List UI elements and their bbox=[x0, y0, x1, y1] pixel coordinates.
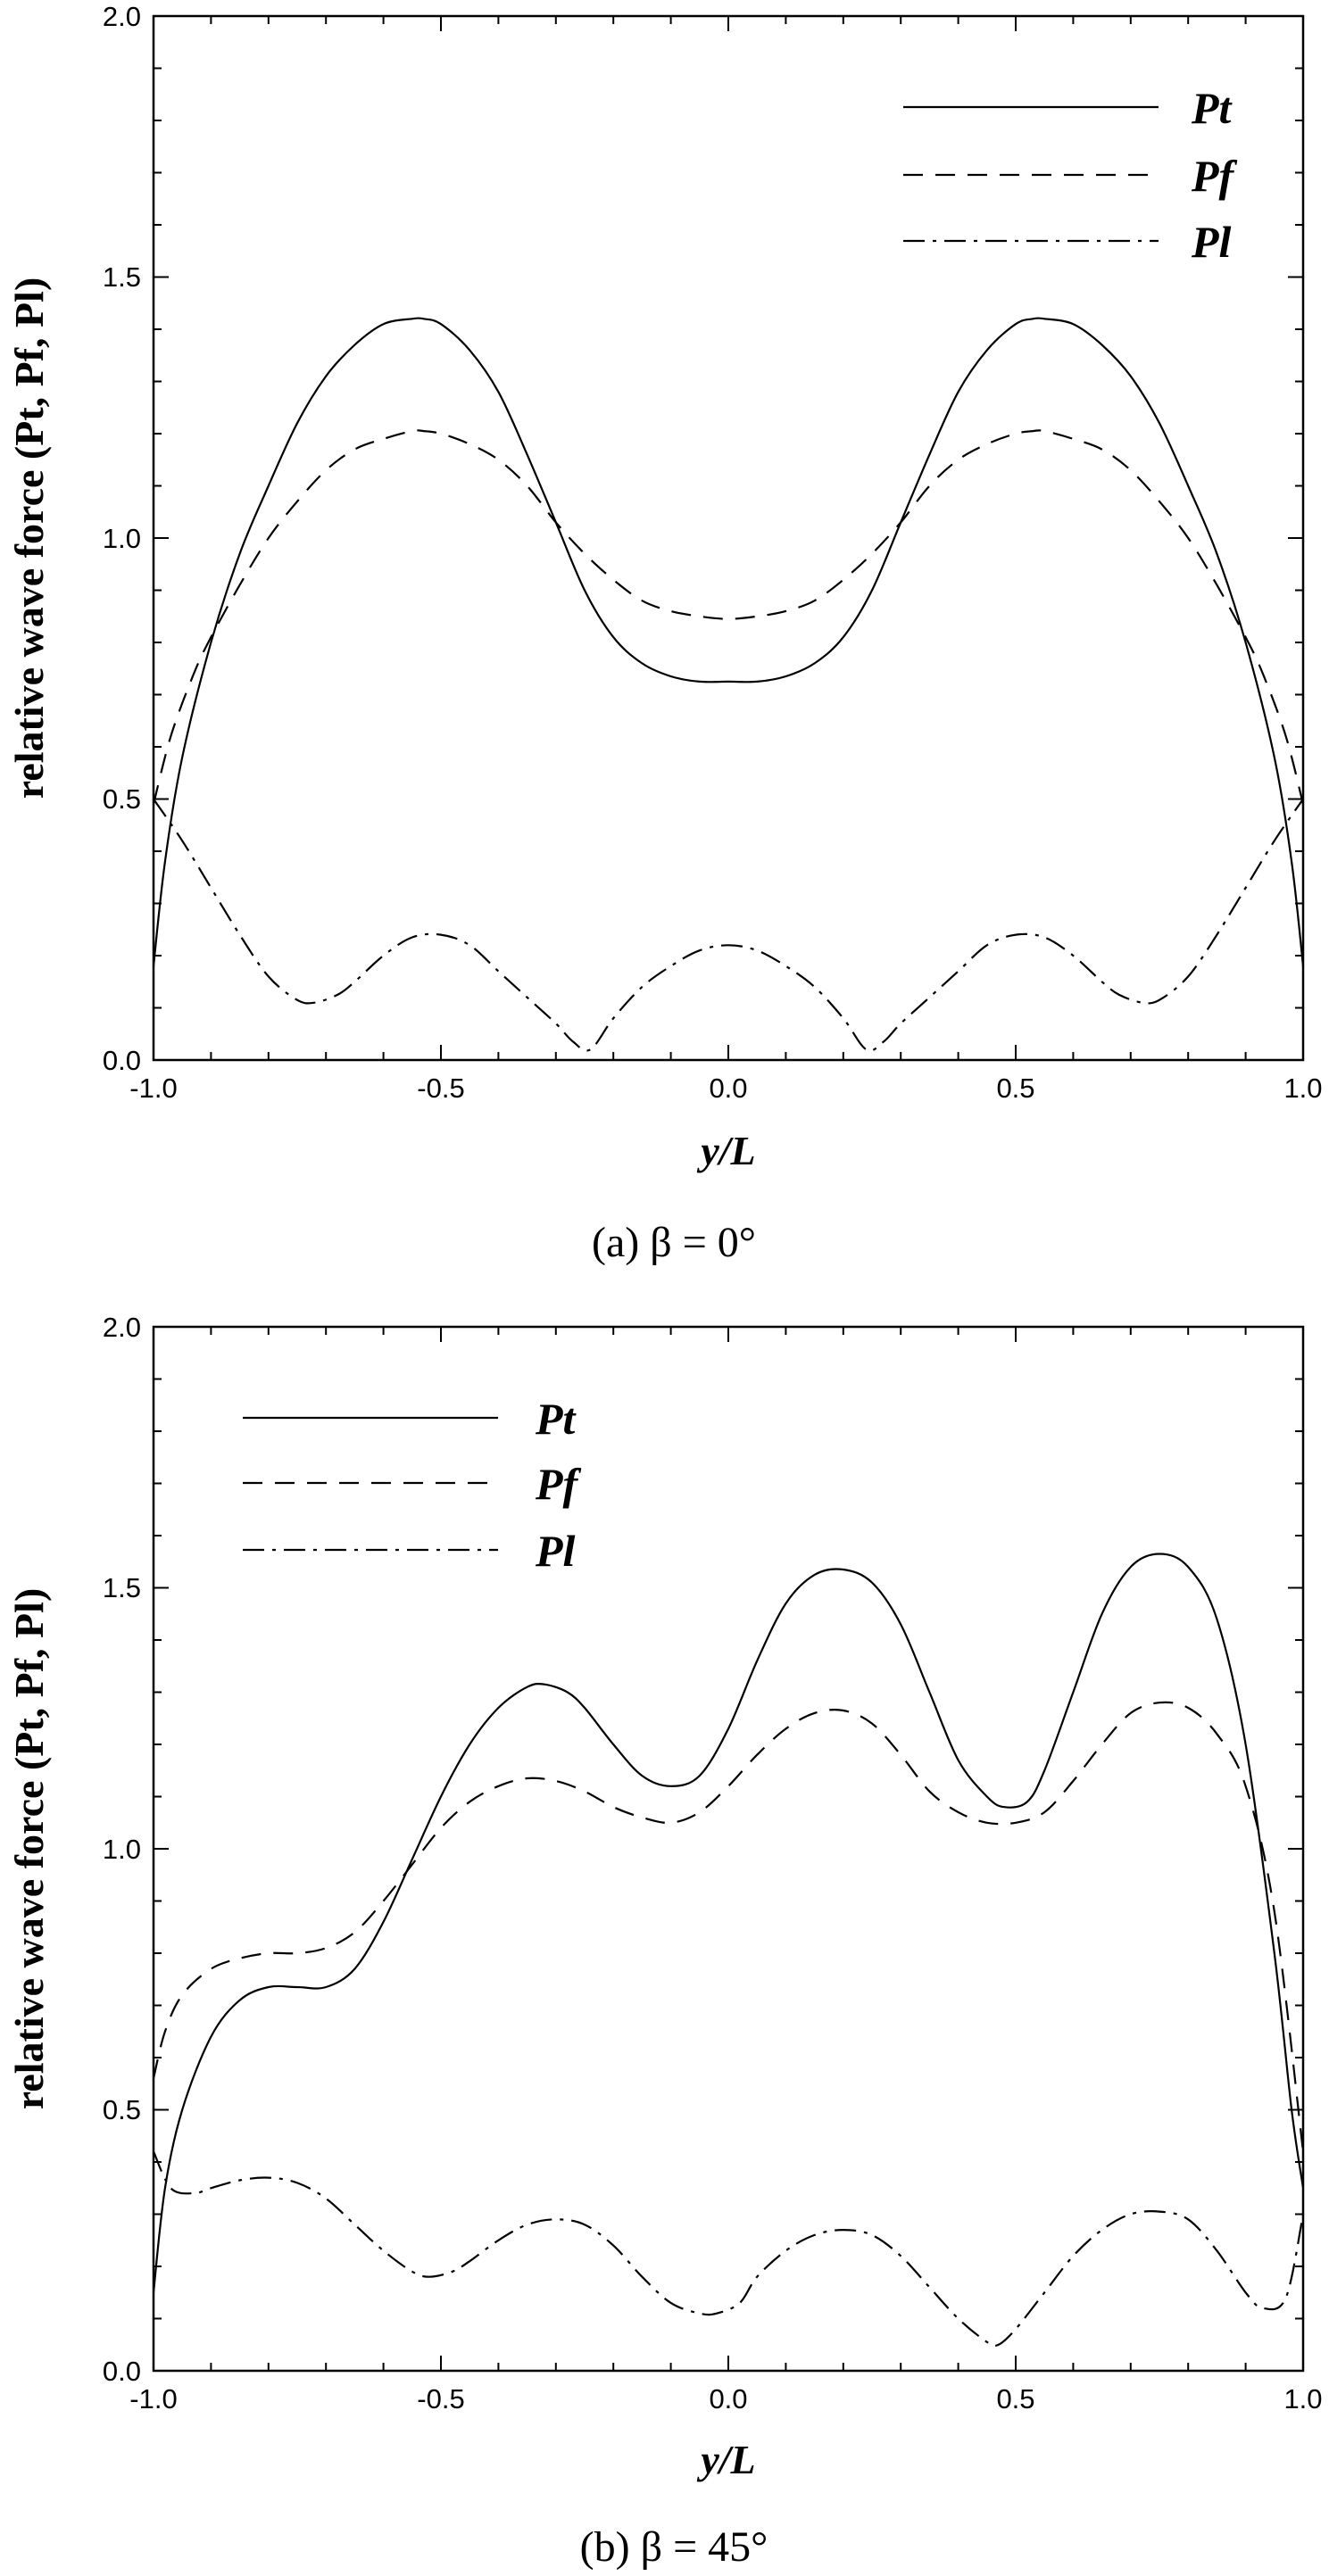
x-tick-label: -1.0 bbox=[129, 2383, 177, 2414]
y-tick-label: 2.0 bbox=[103, 1312, 141, 1343]
y-tick-label: 0.0 bbox=[103, 2356, 141, 2387]
x-tick-label: 0.5 bbox=[996, 1073, 1034, 1104]
panel-a-chart: 0.0 0.5 1.0 1.5 2.0 -1.0 -0.5 0.0 0.5 1.… bbox=[6, 1, 1323, 1266]
panel-a-caption: (a) β = 0° bbox=[592, 1219, 756, 1266]
legend-label-pt: Pt bbox=[1191, 83, 1233, 133]
series-line-pl bbox=[152, 2150, 1305, 2348]
legend-label-pl: Pl bbox=[1191, 217, 1232, 267]
x-tick-label: 0.0 bbox=[709, 2383, 747, 2414]
panel-b-legend: Pt Pf Pl bbox=[243, 1394, 582, 1576]
legend-label-pt: Pt bbox=[535, 1394, 577, 1444]
y-tick-label: 0.0 bbox=[103, 1045, 141, 1076]
panel-b-x-tick-labels: -1.0 -0.5 0.0 0.5 1.0 bbox=[129, 2383, 1322, 2414]
y-tick-label: 1.0 bbox=[103, 523, 141, 554]
panel-b-y-tick-labels: 0.0 0.5 1.0 1.5 2.0 bbox=[103, 1312, 141, 2387]
series-line-pf bbox=[152, 1701, 1305, 2152]
panel-a-tick-marks bbox=[153, 15, 1304, 1061]
legend-label-pf: Pf bbox=[535, 1459, 582, 1509]
panel-b-caption: (b) β = 45° bbox=[580, 2523, 768, 2571]
panel-a-y-tick-labels: 0.0 0.5 1.0 1.5 2.0 bbox=[103, 1, 141, 1076]
x-tick-label: -0.5 bbox=[417, 1073, 464, 1104]
y-tick-label: 0.5 bbox=[103, 783, 141, 815]
series-line-pl bbox=[153, 798, 1304, 1052]
panel-a-legend: Pt Pf Pl bbox=[903, 83, 1238, 267]
x-tick-label: -0.5 bbox=[417, 2383, 464, 2414]
panel-a-x-tick-labels: -1.0 -0.5 0.0 0.5 1.0 bbox=[129, 1073, 1322, 1104]
x-tick-label: 1.0 bbox=[1283, 2383, 1322, 2414]
panel-a-y-axis-title: relative wave force (Pt, Pf, Pl) bbox=[6, 277, 52, 799]
panel-b-tick-marks bbox=[153, 1326, 1304, 2372]
y-tick-label: 0.5 bbox=[103, 2094, 141, 2125]
legend-label-pl: Pl bbox=[535, 1526, 576, 1576]
x-tick-label: -1.0 bbox=[129, 1073, 177, 1104]
y-tick-label: 1.5 bbox=[103, 261, 141, 293]
panel-a-series-lines bbox=[152, 317, 1305, 1052]
legend-label-pf: Pf bbox=[1191, 151, 1238, 201]
panel-b-y-axis-title: relative wave force (Pt, Pf, Pl) bbox=[6, 1588, 52, 2110]
panel-a-x-axis-title: y/L bbox=[696, 1128, 755, 1173]
x-tick-label: 1.0 bbox=[1283, 1073, 1322, 1104]
y-tick-label: 2.0 bbox=[103, 1, 141, 32]
y-tick-label: 1.0 bbox=[103, 1834, 141, 1865]
series-line-pt bbox=[152, 317, 1305, 966]
series-line-pt bbox=[152, 1553, 1305, 2293]
y-tick-label: 1.5 bbox=[103, 1572, 141, 1603]
panel-b-chart: 0.0 0.5 1.0 1.5 2.0 -1.0 -0.5 0.0 0.5 1.… bbox=[6, 1312, 1323, 2571]
panel-b-series-lines bbox=[152, 1553, 1305, 2348]
panel-b-x-axis-title: y/L bbox=[696, 2437, 755, 2482]
x-tick-label: 0.0 bbox=[709, 1073, 747, 1104]
x-tick-label: 0.5 bbox=[996, 2383, 1034, 2414]
